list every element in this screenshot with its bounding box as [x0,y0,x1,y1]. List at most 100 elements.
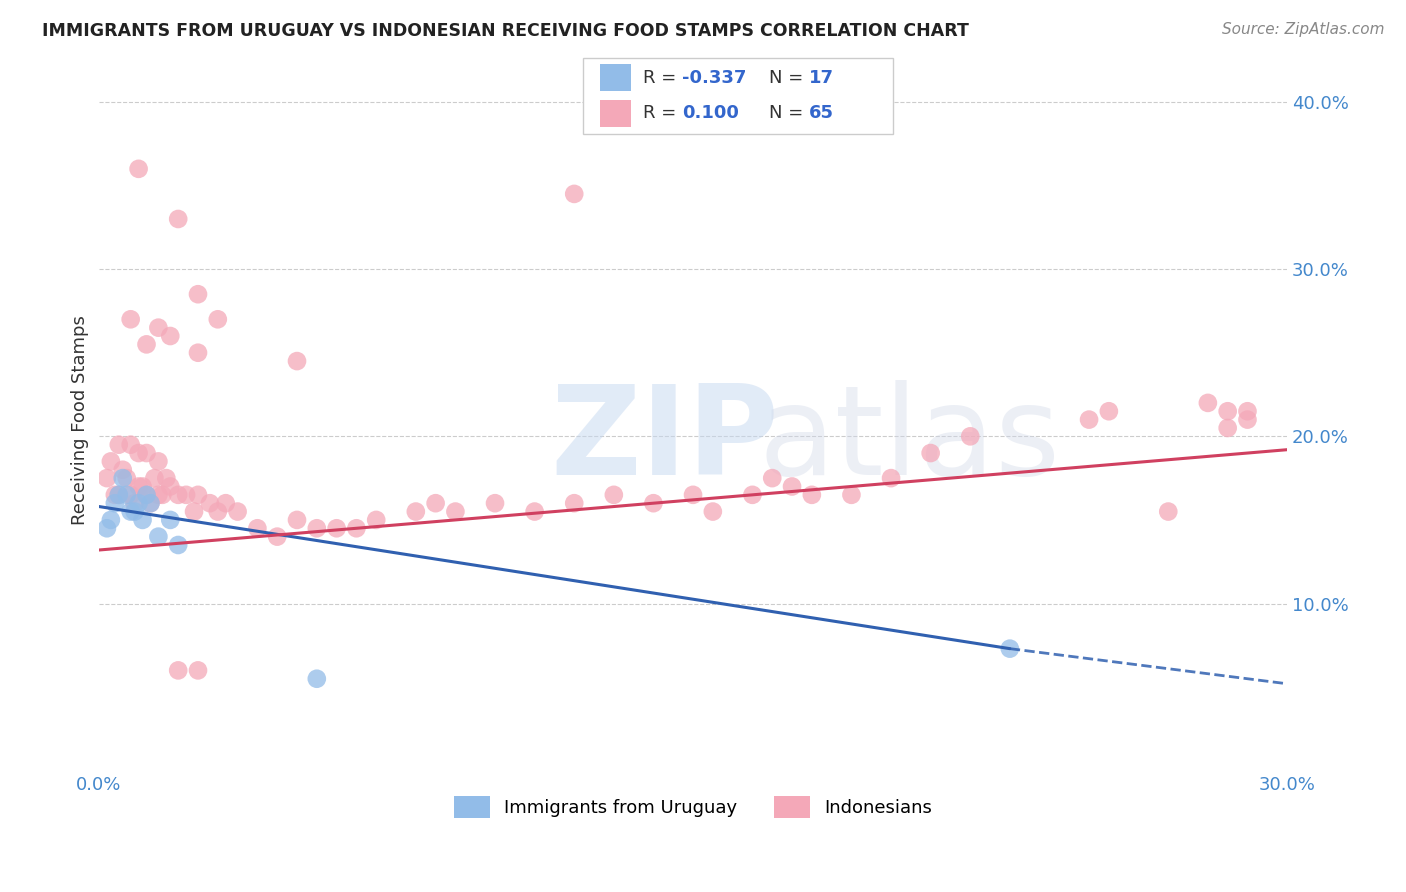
Text: N =: N = [769,104,808,122]
Point [167,211,190,226]
Point [159,479,181,493]
Point [187,664,209,678]
Point [115,471,138,485]
Point [135,488,157,502]
Point [167,664,190,678]
Point [139,496,162,510]
Point [562,496,585,510]
Point [115,488,138,502]
Text: 0.100: 0.100 [682,104,738,122]
Text: atlas: atlas [758,380,1060,501]
Text: N =: N = [769,69,808,87]
Point [1216,404,1239,418]
Point [135,337,157,351]
Point [128,446,150,460]
Point [484,496,506,510]
Point [425,496,447,510]
Legend: Immigrants from Uruguay, Indonesians: Immigrants from Uruguay, Indonesians [447,789,939,825]
Point [120,438,142,452]
Point [800,488,823,502]
Point [159,513,181,527]
Point [148,530,170,544]
Point [104,488,127,502]
Point [159,329,181,343]
Point [124,504,146,518]
Point [643,496,665,510]
Point [143,471,166,485]
Text: 17: 17 [808,69,834,87]
Y-axis label: Receiving Food Stamps: Receiving Food Stamps [72,315,89,524]
Point [148,320,170,334]
Point [246,521,269,535]
Point [603,488,626,502]
Point [107,488,129,502]
Point [187,345,209,359]
Point [131,479,153,493]
Point [1157,504,1180,518]
Point [959,429,981,443]
Point [226,504,249,518]
Point [128,161,150,176]
Point [139,496,162,510]
Text: R =: R = [643,69,682,87]
Point [702,504,724,518]
Point [780,479,803,493]
Point [285,354,308,368]
Point [135,446,157,460]
Point [998,641,1021,656]
Point [155,471,177,485]
Point [124,496,146,510]
Point [215,496,238,510]
Point [111,471,134,485]
Point [96,521,118,535]
Point [1216,421,1239,435]
Point [107,438,129,452]
Point [100,513,122,527]
Point [135,488,157,502]
Point [285,513,308,527]
Point [96,471,118,485]
Text: IMMIGRANTS FROM URUGUAY VS INDONESIAN RECEIVING FOOD STAMPS CORRELATION CHART: IMMIGRANTS FROM URUGUAY VS INDONESIAN RE… [42,22,969,40]
Point [167,538,190,552]
Text: ZIP: ZIP [551,380,779,501]
Point [305,521,328,535]
Point [120,312,142,326]
Point [266,530,288,544]
Point [207,312,229,326]
Point [207,504,229,518]
Point [187,287,209,301]
Point [444,504,467,518]
Point [148,454,170,468]
Point [148,488,170,502]
Point [344,521,367,535]
Point [198,496,221,510]
Point [562,186,585,201]
Point [150,488,173,502]
Point [187,488,209,502]
Point [104,496,127,510]
Point [1236,412,1258,426]
Point [920,446,942,460]
Point [111,463,134,477]
Text: -0.337: -0.337 [682,69,747,87]
Point [120,488,142,502]
Text: 65: 65 [808,104,834,122]
Point [761,471,783,485]
Point [107,488,129,502]
Point [523,504,546,518]
Point [167,488,190,502]
Point [366,513,388,527]
Point [100,454,122,468]
Point [682,488,704,502]
Point [183,504,205,518]
Point [325,521,347,535]
Point [841,488,863,502]
Point [120,504,142,518]
Point [1236,404,1258,418]
Text: R =: R = [643,104,682,122]
Point [174,488,197,502]
Point [128,496,150,510]
Point [305,672,328,686]
Point [741,488,763,502]
Point [1098,404,1121,418]
